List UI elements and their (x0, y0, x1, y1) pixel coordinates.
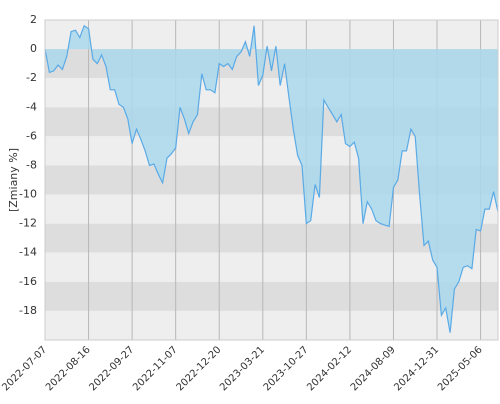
grid-band (45, 281, 498, 311)
y-tick-label: -6 (26, 129, 37, 142)
line (44, 24, 499, 333)
y-tick-label: -16 (19, 275, 37, 288)
y-tick-label: -12 (19, 217, 37, 230)
x-tick-label: 2022-11-07 (131, 344, 180, 393)
grid-band (45, 252, 498, 282)
y-tick-label: 2 (30, 13, 37, 26)
y-axis-label: [Zmiany %] (7, 148, 20, 212)
y-tick-label: -4 (26, 100, 37, 113)
plot-frame (44, 19, 499, 341)
x-tick-label: 2025-05-06 (436, 344, 485, 393)
x-tick-label: 2024-12-31 (392, 344, 441, 393)
grid-band (45, 310, 498, 340)
x-tick-label: 2022-12-20 (175, 344, 224, 393)
x-tick-label: 2023-10-27 (262, 344, 311, 393)
x-tick-label: 2023-03-21 (218, 344, 267, 393)
y-tick-label: -10 (19, 188, 37, 201)
grid-band (45, 20, 498, 50)
y-tick-label: 0 (30, 42, 37, 55)
x-tick-label: 2024-02-12 (305, 344, 354, 393)
x-tick-label: 2022-09-27 (87, 344, 136, 393)
y-tick-label: -14 (19, 246, 37, 259)
area (45, 25, 498, 333)
x-tick-label: 2022-08-16 (44, 344, 93, 393)
x-tick-label: 2024-08-09 (349, 344, 398, 393)
x-tick-label: 2022-07-07 (0, 344, 49, 393)
y-tick-label: -8 (26, 158, 37, 171)
y-tick-label: -18 (19, 304, 37, 317)
y-tick-label: -2 (26, 71, 37, 84)
